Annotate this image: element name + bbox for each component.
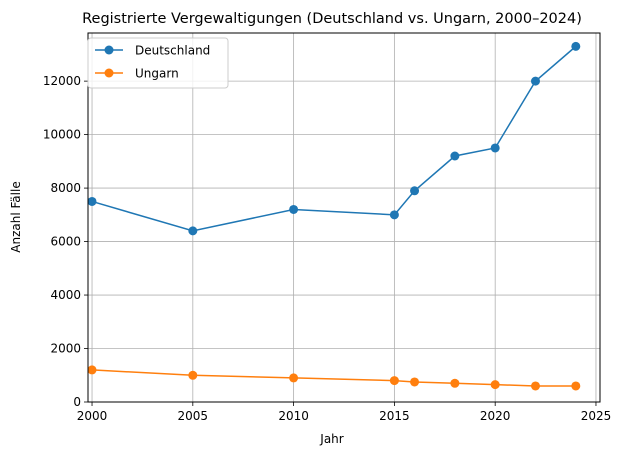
x-tick-label: 2000 xyxy=(77,409,108,423)
y-tick-label: 10000 xyxy=(43,128,81,142)
data-point-deutschland xyxy=(490,143,500,153)
data-point-deutschland xyxy=(87,196,97,206)
y-tick-label: 4000 xyxy=(50,288,81,302)
data-point-deutschland xyxy=(289,204,299,214)
y-tick-label: 6000 xyxy=(50,235,81,249)
legend: Deutschland Ungarn xyxy=(87,37,229,89)
grid xyxy=(88,33,600,403)
series-layer xyxy=(87,41,581,391)
data-point-ungarn xyxy=(289,373,299,383)
y-tick-label: 0 xyxy=(73,395,81,409)
x-tick-label: 2005 xyxy=(178,409,209,423)
data-point-deutschland xyxy=(188,226,198,236)
data-point-ungarn xyxy=(450,378,460,388)
legend-items: Deutschland Ungarn xyxy=(95,44,210,81)
data-point-deutschland xyxy=(410,186,420,196)
x-tick-label: 2020 xyxy=(480,409,511,423)
x-axis-label: Jahr xyxy=(319,432,343,446)
plot-frame xyxy=(87,32,601,403)
data-point-deutschland xyxy=(571,41,581,51)
data-point-ungarn xyxy=(188,370,198,380)
y-tick-label: 12000 xyxy=(43,74,81,88)
legend-label-deutschland: Deutschland xyxy=(135,44,210,58)
data-point-ungarn xyxy=(490,380,500,390)
x-tick-label: 2010 xyxy=(278,409,309,423)
data-point-ungarn xyxy=(389,376,399,386)
data-point-ungarn xyxy=(530,381,540,391)
x-tick-label: 2025 xyxy=(581,409,612,423)
data-point-ungarn xyxy=(410,377,420,387)
legend-label-ungarn: Ungarn xyxy=(135,67,179,81)
data-point-ungarn xyxy=(87,365,97,375)
y-axis-label: Anzahl Fälle xyxy=(9,181,23,252)
y-tick-label: 8000 xyxy=(50,181,81,195)
data-point-deutschland xyxy=(450,151,460,161)
x-axis-ticks: 2000 2005 2010 2015 2020 2025 xyxy=(77,402,611,423)
legend-marker-ungarn xyxy=(104,68,114,78)
series-line-ungarn xyxy=(91,369,576,387)
x-tick-label: 2015 xyxy=(379,409,410,423)
data-point-ungarn xyxy=(571,381,581,391)
legend-marker-deutschland xyxy=(104,45,114,55)
chart-title: Registrierte Vergewaltigungen (Deutschla… xyxy=(82,11,582,27)
data-point-deutschland xyxy=(389,210,399,220)
y-tick-label: 2000 xyxy=(50,342,81,356)
y-axis-ticks: 0 2000 4000 6000 8000 10000 12000 xyxy=(43,74,88,409)
data-point-deutschland xyxy=(530,76,540,86)
